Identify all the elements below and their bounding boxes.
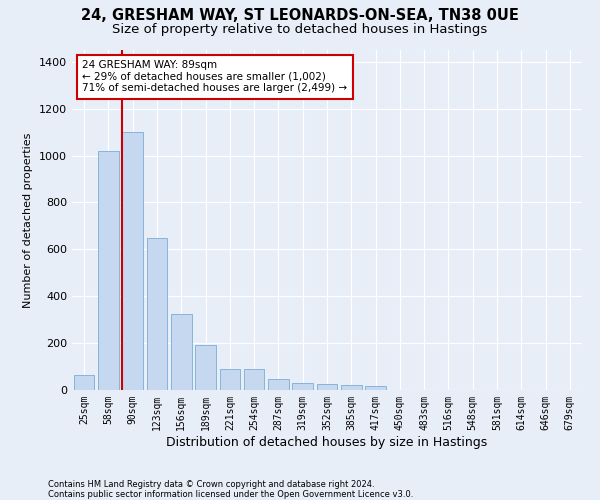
Bar [122,132,143,390]
Bar [268,378,289,390]
Bar [195,346,216,390]
Bar [317,384,337,390]
Text: 24 GRESHAM WAY: 89sqm
← 29% of detached houses are smaller (1,002)
71% of semi-d: 24 GRESHAM WAY: 89sqm ← 29% of detached … [82,60,347,94]
Bar [220,369,240,390]
Bar [171,314,191,390]
Text: 24, GRESHAM WAY, ST LEONARDS-ON-SEA, TN38 0UE: 24, GRESHAM WAY, ST LEONARDS-ON-SEA, TN3… [81,8,519,22]
Y-axis label: Number of detached properties: Number of detached properties [23,132,34,308]
Bar [341,385,362,390]
Bar [98,151,119,390]
Text: Size of property relative to detached houses in Hastings: Size of property relative to detached ho… [112,22,488,36]
Bar [365,386,386,390]
Bar [146,238,167,390]
Bar [292,383,313,390]
Text: Contains HM Land Registry data © Crown copyright and database right 2024.: Contains HM Land Registry data © Crown c… [48,480,374,489]
Bar [244,370,265,390]
Text: Contains public sector information licensed under the Open Government Licence v3: Contains public sector information licen… [48,490,413,499]
X-axis label: Distribution of detached houses by size in Hastings: Distribution of detached houses by size … [166,436,488,448]
Bar [74,376,94,390]
